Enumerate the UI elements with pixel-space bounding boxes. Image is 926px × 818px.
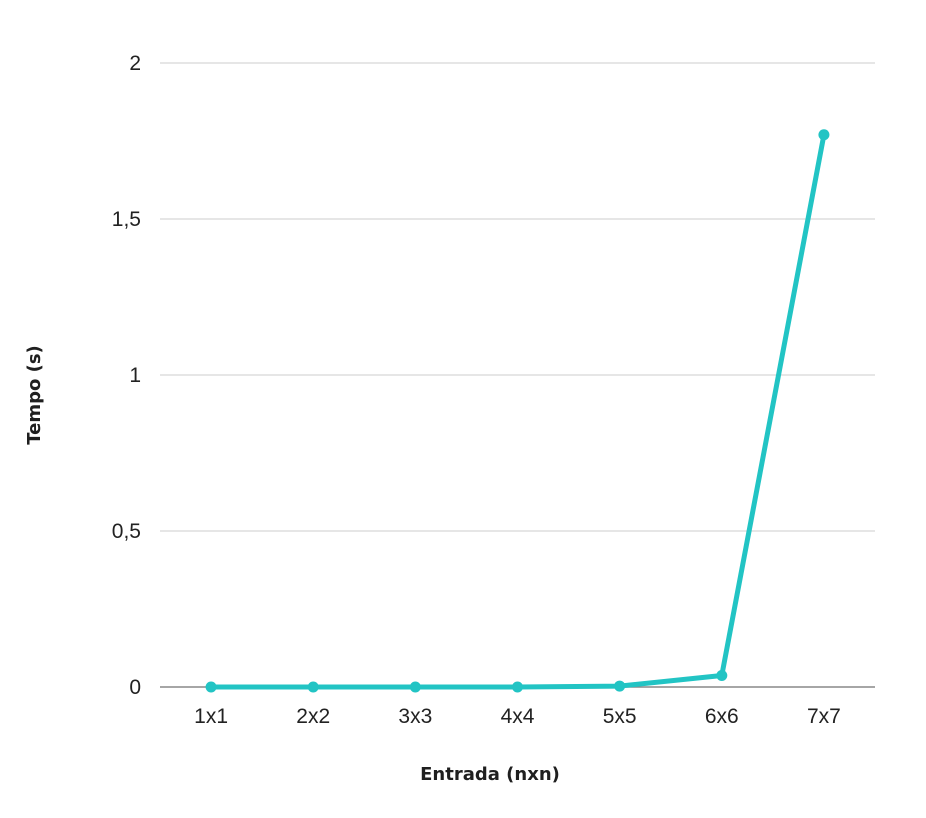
y-axis-ticks: 0 0,5 1 1,5 2	[112, 52, 141, 699]
y-axis-title: Tempo (s)	[24, 345, 45, 445]
data-point	[512, 681, 523, 693]
x-axis-title: Entrada (nxn)	[420, 764, 560, 785]
x-tick-label: 5x5	[603, 705, 637, 728]
x-tick-label: 4x4	[501, 705, 535, 728]
data-point	[307, 681, 319, 693]
x-tick-label: 7x7	[807, 705, 841, 728]
x-tick-label: 1x1	[194, 705, 228, 728]
x-tick-label: 6x6	[705, 705, 739, 728]
x-axis-ticks: 1x1 2x2 3x3 4x4 5x5 6x6 7x7	[194, 705, 841, 728]
y-tick-label: 0,5	[112, 520, 141, 543]
y-tick-label: 0	[129, 676, 141, 699]
y-tick-label: 2	[129, 52, 141, 75]
y-tick-label: 1,5	[112, 208, 141, 231]
data-point	[409, 681, 421, 693]
x-tick-label: 2x2	[296, 705, 330, 728]
gridlines	[160, 62, 875, 688]
data-point	[614, 680, 626, 692]
series-line	[208, 132, 827, 690]
data-point	[205, 681, 217, 693]
y-tick-label: 1	[129, 364, 141, 387]
series-layer	[205, 129, 830, 693]
x-tick-label: 3x3	[398, 705, 432, 728]
data-point	[716, 669, 728, 681]
data-point	[818, 129, 830, 141]
